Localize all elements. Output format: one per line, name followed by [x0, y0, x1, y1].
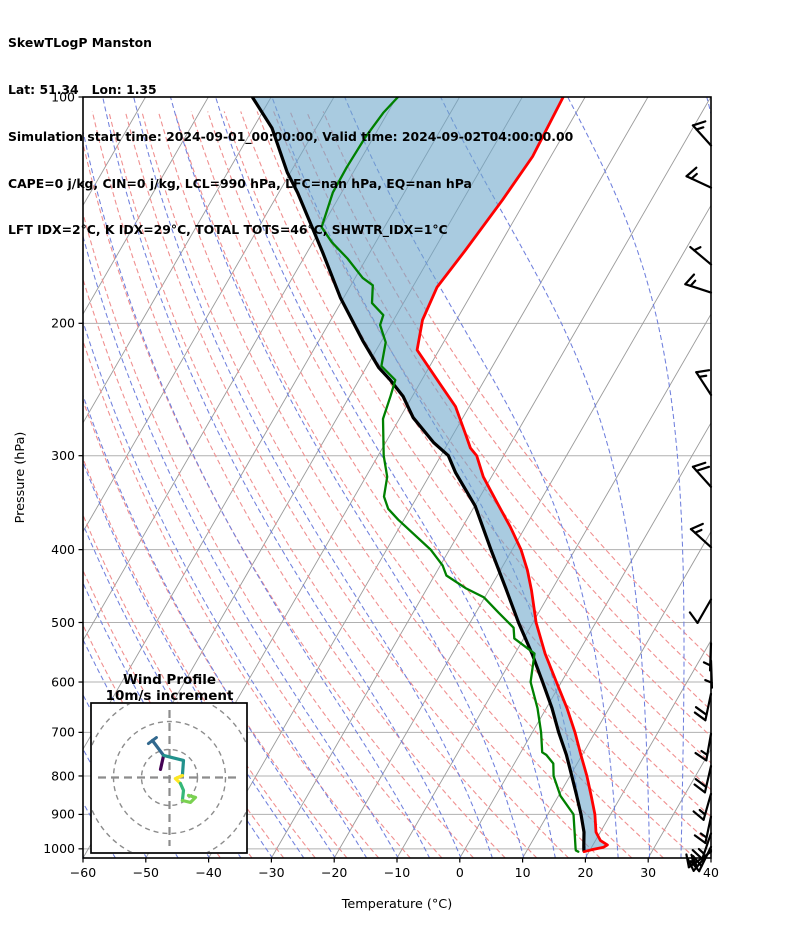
header-times: Simulation start time: 2024-09-01_00:00:…	[8, 128, 574, 144]
svg-text:300: 300	[51, 448, 75, 463]
svg-text:30: 30	[640, 865, 656, 880]
hodograph-start-marker	[146, 736, 158, 746]
hodograph-trace-segment	[178, 781, 186, 803]
svg-text:−20: −20	[321, 865, 347, 880]
svg-text:−50: −50	[133, 865, 159, 880]
y-axis-label: Pressure (hPa)	[13, 432, 28, 524]
hodograph-trace-segment	[180, 793, 198, 805]
y-axis-ticks: 100 200 300 400 500 600 700 800 900 1000	[43, 89, 83, 856]
svg-text:−40: −40	[195, 865, 221, 880]
wind-barbs	[684, 120, 714, 873]
cape-shading	[252, 97, 608, 852]
x-axis-ticks: −60 −50 −40 −30 −20 −10 0 10 20 30 40	[70, 858, 719, 880]
svg-text:100: 100	[51, 89, 75, 104]
dry-adiabat-lines	[83, 111, 711, 858]
svg-text:1000: 1000	[43, 841, 75, 856]
svg-text:0: 0	[456, 865, 464, 880]
svg-text:700: 700	[51, 725, 75, 740]
svg-text:600: 600	[51, 674, 75, 689]
svg-text:10: 10	[515, 865, 531, 880]
svg-text:900: 900	[51, 807, 75, 822]
svg-text:400: 400	[51, 542, 75, 557]
svg-text:20: 20	[577, 865, 593, 880]
figure-header: SkewTLogP Manston Lat: 51.34 Lon: 1.35 S…	[8, 4, 573, 269]
svg-text:−60: −60	[70, 865, 96, 880]
svg-text:−30: −30	[258, 865, 284, 880]
hodograph-ring	[140, 748, 199, 807]
header-title: SkewTLogP Manston	[8, 35, 152, 51]
svg-text:40: 40	[703, 865, 719, 880]
header-indices: LFT IDX=2°C, K IDX=29°C, TOTAL TOTS=46°C…	[8, 222, 448, 238]
svg-text:800: 800	[51, 768, 75, 783]
svg-text:500: 500	[51, 615, 75, 630]
header-cape-cin: CAPE=0 j/kg, CIN=0 j/kg, LCL=990 hPa, LF…	[8, 175, 472, 191]
hodograph-trace-segment	[173, 773, 184, 786]
dewpoint-curve	[320, 97, 580, 853]
hodograph-subtitle: 10m/s increment	[106, 688, 234, 704]
header-latlon: Lat: 51.34 Lon: 1.35	[8, 81, 157, 97]
hodograph-trace-segment	[158, 753, 166, 772]
svg-text:−10: −10	[384, 865, 410, 880]
hodograph-trace-segment	[150, 738, 166, 758]
hodograph-trace-segment	[162, 753, 186, 778]
x-axis-label: Temperature (°C)	[341, 897, 452, 912]
parcel-curve	[250, 97, 586, 852]
hodograph-title: Wind Profile	[123, 672, 216, 688]
temperature-curve	[415, 97, 609, 854]
svg-text:200: 200	[51, 316, 75, 331]
